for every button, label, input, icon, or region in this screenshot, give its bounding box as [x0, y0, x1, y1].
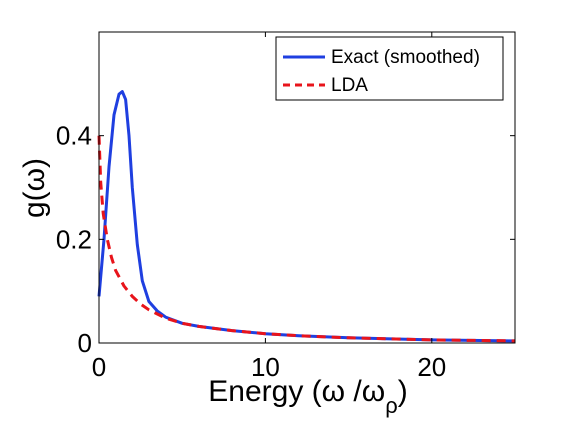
y-axis-label: g(ω) — [18, 158, 51, 218]
x-axis-label-subscript: ρ — [385, 393, 398, 418]
y-tick-label: 0 — [78, 328, 92, 358]
legend: Exact (smoothed) LDA — [275, 36, 504, 101]
x-tick-label: 10 — [251, 352, 280, 382]
legend-box — [275, 36, 504, 101]
plot-area — [97, 90, 516, 343]
x-axis-label: Energy (ω /ωρ) — [208, 375, 407, 418]
x-tick-label: 0 — [92, 352, 106, 382]
legend-label-lda: LDA — [331, 75, 368, 96]
legend-label-exact: Exact (smoothed) — [331, 47, 480, 68]
series-line-lda — [97, 135, 516, 343]
y-tick-label: 0.4 — [56, 121, 92, 151]
axes-frame — [98, 31, 516, 344]
x-tick-label: 20 — [417, 352, 446, 382]
series-line-exact — [97, 90, 516, 343]
y-tick-label: 0.2 — [56, 224, 92, 254]
axes: 0 10 20 0 0.2 0.4 — [56, 31, 516, 382]
